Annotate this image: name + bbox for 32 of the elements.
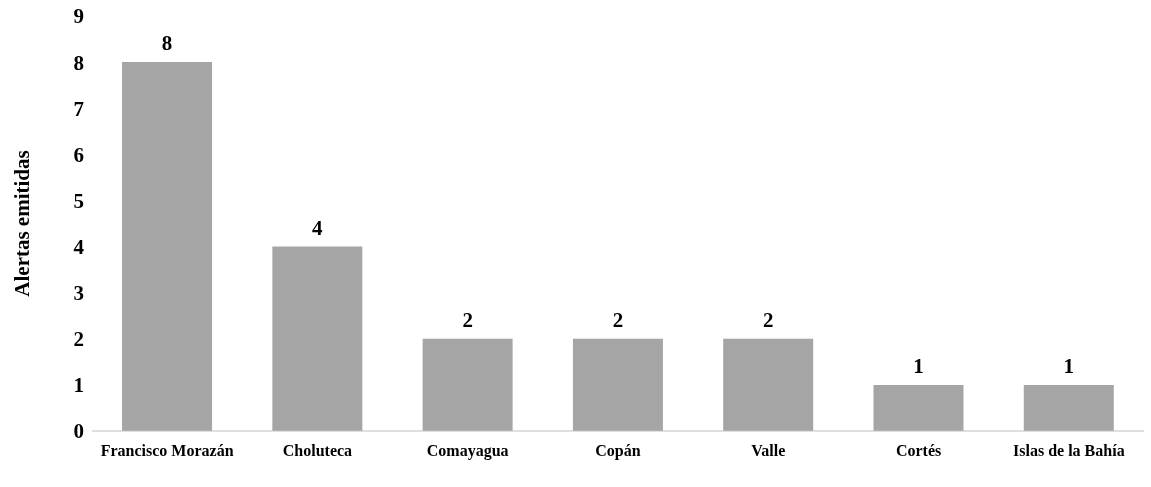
- y-tick-label: 7: [73, 96, 84, 121]
- x-tick-label: Copán: [595, 442, 641, 461]
- x-tick-label: Comayagua: [426, 442, 509, 461]
- x-tick-label: Valle: [751, 442, 786, 460]
- x-tick-label: Choluteca: [282, 442, 353, 460]
- data-label: 2: [462, 307, 473, 332]
- y-tick-label: 8: [73, 50, 84, 75]
- bar: [122, 62, 213, 431]
- y-tick-label: 5: [73, 188, 84, 213]
- x-tick-label: Islas de la Bahía: [1013, 442, 1125, 460]
- y-tick-label: 2: [73, 327, 84, 352]
- bar: [272, 246, 363, 431]
- bar: [422, 338, 513, 431]
- data-label: 1: [913, 353, 924, 378]
- x-tick-label: Francisco Morazán: [100, 442, 234, 460]
- data-label: 2: [762, 307, 774, 332]
- bar: [873, 384, 964, 431]
- bar: [1023, 384, 1114, 431]
- y-axis-title: Alertas emitidas: [10, 150, 35, 297]
- data-label: 8: [161, 31, 173, 56]
- y-tick-label: 6: [73, 142, 84, 167]
- x-tick-label: Cortés: [895, 442, 942, 460]
- y-tick-label: 4: [73, 235, 85, 260]
- bar: [723, 338, 814, 431]
- data-label: 1: [1063, 353, 1075, 378]
- data-label: 4: [312, 215, 324, 240]
- data-label: 2: [612, 307, 624, 332]
- bar: [572, 338, 663, 431]
- y-tick-label: 3: [73, 281, 84, 306]
- y-tick-label: 0: [73, 419, 84, 444]
- y-tick-label: 1: [73, 373, 84, 398]
- y-tick-label: 9: [73, 4, 84, 29]
